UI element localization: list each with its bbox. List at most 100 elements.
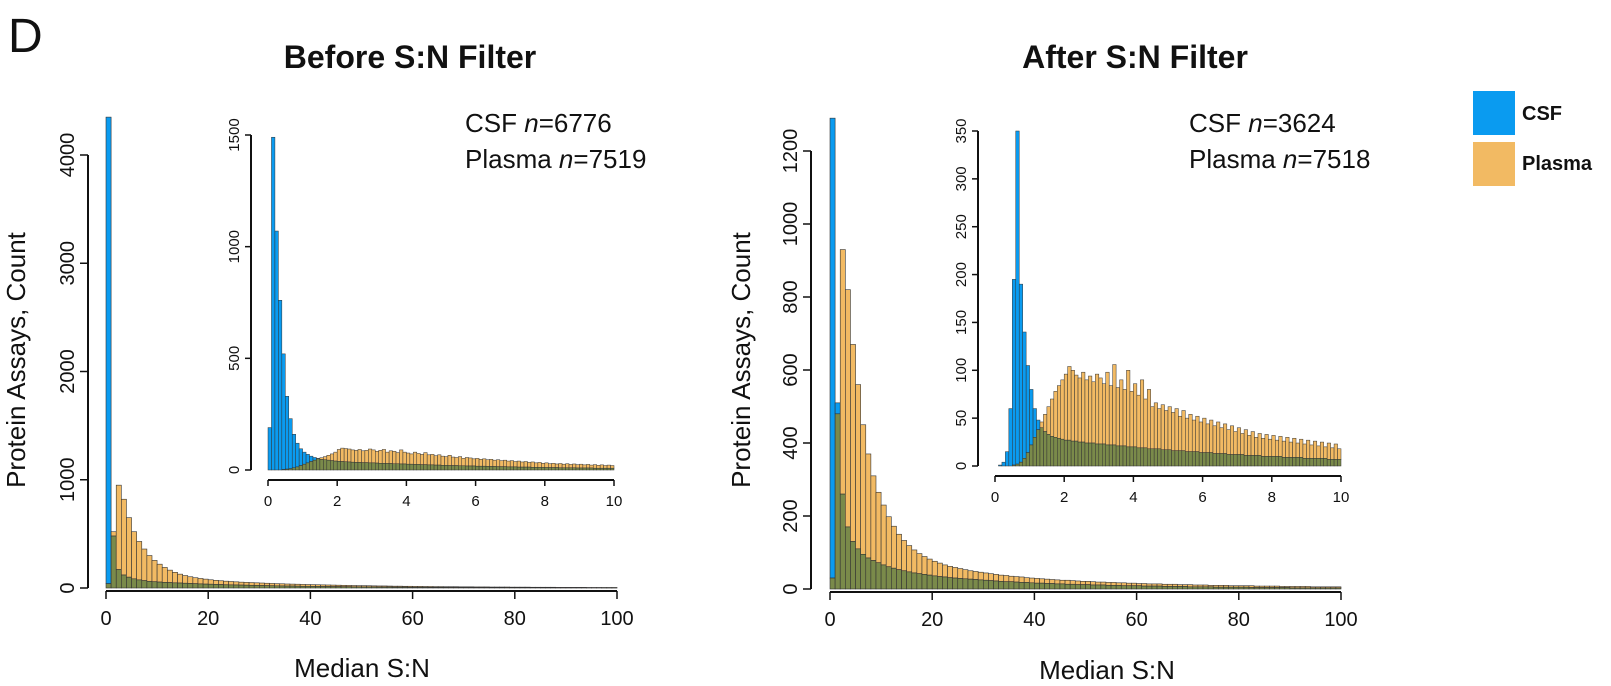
plasma-bar: [1191, 419, 1196, 452]
overlap-bar: [361, 462, 366, 471]
plasma-bar: [1292, 437, 1297, 458]
overlap-bar: [279, 585, 286, 589]
plasma-bar: [347, 448, 352, 463]
overlap-bar: [1136, 585, 1143, 590]
overlap-bar: [1090, 584, 1097, 590]
plasma-bar: [1070, 370, 1075, 442]
overlap-bar: [336, 461, 341, 471]
csf-bar: [1001, 461, 1006, 467]
plasma-bar: [121, 498, 127, 576]
y-tick-label: 2000: [57, 349, 79, 394]
overlap-bar: [228, 584, 235, 589]
plasma-bar: [1160, 404, 1165, 450]
overlap-bar: [977, 579, 984, 590]
overlap-bar: [1271, 456, 1276, 467]
plasma-bar: [1187, 584, 1194, 588]
overlap-bar: [1257, 455, 1262, 467]
overlap-bar: [1046, 434, 1051, 467]
plasma-bar: [354, 450, 359, 463]
overlap-bar: [1053, 437, 1058, 467]
plasma-bar: [430, 454, 435, 466]
plasma-bar: [156, 563, 163, 583]
plasma-bar: [1088, 375, 1093, 444]
overlap-bar: [603, 467, 608, 471]
overlap-bar: [875, 562, 882, 590]
overlap-bar: [1216, 453, 1221, 467]
overlap-bar: [1274, 587, 1280, 590]
plasma-bar: [896, 533, 902, 570]
plasma-bar: [1003, 575, 1010, 582]
overlap-bar: [407, 586, 413, 589]
plasma-bar: [1028, 577, 1035, 584]
plasma-bar: [972, 571, 979, 580]
plasma-bar: [343, 448, 348, 462]
overlap-bar: [136, 579, 143, 589]
overlap-bar: [1209, 452, 1214, 467]
overlap-bar: [1278, 456, 1283, 467]
plasma-bar: [1313, 440, 1318, 459]
overlap-bar: [458, 587, 464, 589]
overlap-bar: [1080, 584, 1086, 590]
overlap-bar: [916, 573, 923, 590]
y-tick-label: 0: [953, 462, 970, 470]
overlap-bar: [860, 554, 867, 590]
overlap-bar: [304, 585, 311, 589]
plasma-bar: [177, 573, 183, 584]
plasma-bar: [1181, 410, 1186, 451]
overlap-bar: [1059, 583, 1066, 590]
overlap-bar: [906, 571, 913, 590]
plasma-bar: [248, 582, 255, 586]
overlap-bar: [426, 464, 431, 471]
plasma-bar: [1129, 391, 1134, 448]
plasma-bar: [284, 583, 291, 587]
csf-bar: [278, 300, 283, 471]
overlap-bar: [105, 583, 112, 589]
overlap-bar: [1025, 452, 1030, 467]
plasma-bar: [223, 580, 229, 586]
plasma-bar: [433, 455, 438, 466]
overlap-bar: [589, 467, 594, 471]
overlap-bar: [496, 466, 501, 471]
plasma-bar: [541, 463, 546, 468]
plasma-bar: [603, 465, 608, 469]
x-tick-label: 0: [824, 609, 835, 631]
x-tick-label: 100: [600, 608, 633, 630]
plasma-bar: [534, 462, 539, 468]
plasma-bar: [336, 449, 341, 462]
plasma-bar: [503, 459, 507, 467]
plasma-bar: [1112, 364, 1117, 446]
overlap-bar: [1131, 585, 1137, 590]
plasma-bar: [1243, 429, 1248, 456]
plasma-bar: [458, 456, 463, 467]
plasma-bar: [454, 457, 459, 466]
overlap-bar: [1012, 464, 1017, 467]
plasma-bar: [451, 456, 456, 466]
overlap-bar: [402, 586, 408, 589]
plasma-bar: [513, 461, 518, 468]
overlap-bar: [1091, 442, 1096, 467]
plasma-bar: [1233, 431, 1238, 455]
plasma-bar: [1059, 579, 1066, 585]
plasma-bar: [1018, 576, 1025, 583]
overlap-bar: [1233, 586, 1240, 590]
overlap-bar: [371, 462, 376, 471]
plasma-bar: [146, 555, 153, 582]
plasma-bar: [860, 424, 867, 555]
plasma-bar: [561, 463, 566, 469]
y-tick-label: 1000: [57, 458, 79, 503]
overlap-bar: [523, 466, 528, 471]
plasma-bar: [381, 449, 386, 464]
plasma-bar: [151, 560, 158, 583]
x-tick-label: 4: [1129, 489, 1137, 506]
overlap-bar: [1095, 584, 1102, 590]
overlap-bar: [1039, 427, 1044, 467]
overlap-bar: [1043, 431, 1048, 467]
overlap-bar: [1243, 586, 1250, 590]
overlap-bar: [1326, 459, 1331, 467]
y-tick-label: 600: [780, 353, 802, 386]
overlap-bar: [1306, 458, 1311, 467]
overlap-bar: [1181, 450, 1186, 467]
plasma-bar: [399, 449, 404, 465]
plasma-bar: [586, 464, 591, 469]
